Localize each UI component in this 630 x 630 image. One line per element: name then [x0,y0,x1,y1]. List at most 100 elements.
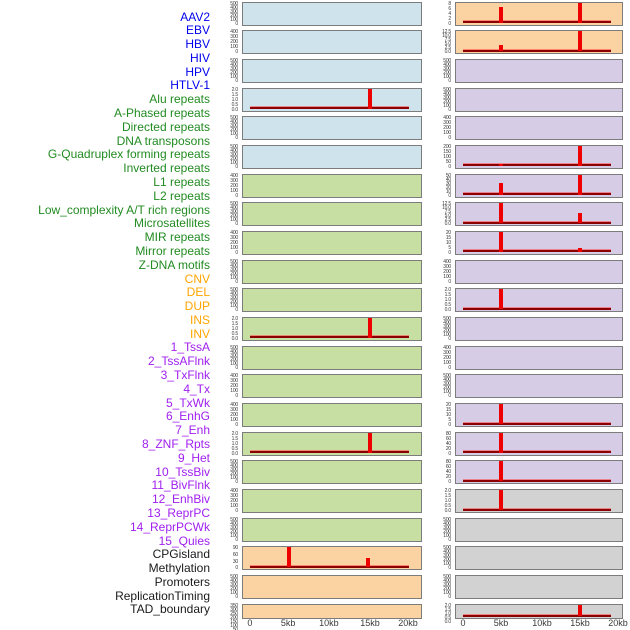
x-tick-15kb-right: 15kb [570,618,590,628]
y-tick-label: 100 [230,360,238,367]
spike-15kb-ins [577,2,582,23]
y-tick-label: 40 [445,176,451,183]
y-tick-label: 500 [443,574,451,581]
spike-15kb-5-txwk [577,174,582,195]
baseline-hiv [250,107,410,110]
row-label-8-znf-rpts: 8_ZNF_Rpts [141,436,210,451]
y-tick-label: 0.5 [444,614,452,621]
y-tick-label: 100 [230,244,238,251]
y-tick-label: 400 [230,29,238,36]
y-axis-ticks-15-quies: 80 60 40 20 0 [423,459,453,485]
y-tick-label: 1.0 [444,610,452,617]
y-tick-label: 100 [230,388,238,395]
spike-5kb-14-reprpcwk [499,432,504,453]
y-tick-label: 0 [448,393,451,400]
y-tick-label: 300 [230,352,238,359]
y-tick-label: 60 [445,464,451,471]
y-tick-label: 500 [230,115,238,122]
y-tick-label: 200 [230,356,238,363]
baseline-9-het [462,307,612,310]
row-label-12-enhbiv: 12_EnhBiv [151,492,210,507]
spike-15kb-4-tx [577,145,582,166]
y-tick-label: 400 [443,520,451,527]
y-tick-label: 100 [230,159,238,166]
y-axis-ticks-mir-repeats: 500 400 300 200 100 0 [210,460,240,486]
y-tick-label: 100 [443,331,451,338]
y-tick-label: 0 [448,450,451,457]
y-tick-label: 15 [445,234,451,241]
row-label-l1-repeats: L1 repeats [153,174,210,189]
row-label-methylation: Methylation [148,561,210,576]
y-tick-label: 200 [230,69,238,76]
y-tick-label: 200 [230,528,238,535]
row-label-htlv-1: HTLV-1 [170,78,210,93]
y-tick-label: 500 [230,574,238,581]
y-tick-label: 300 [230,407,238,414]
y-axis-ticks-promoters: 500 400 300 200 100 0 [423,546,453,572]
panel-z-dna-motifs [242,517,422,542]
y-tick-label: 2.5 [444,217,452,224]
y-tick-label: 1.0 [444,297,452,304]
baseline-6-enhg [462,221,612,224]
y-tick-label: 200 [443,327,451,334]
panel-dup [242,603,422,620]
y-tick-label: 400 [230,119,238,126]
y-tick-label: 100 [230,417,238,424]
y-tick-label: 0 [448,565,451,572]
y-tick-label: 2 [448,15,451,22]
panel-ebv [242,30,422,55]
row-label-13-reprpc: 13_ReprPC [147,505,210,520]
y-tick-label: 300 [230,8,238,15]
spike-15kb-tad-boundary [577,604,582,617]
y-tick-label: 400 [230,147,238,154]
y-tick-label: 400 [230,373,238,380]
panel-del [242,575,422,600]
y-tick-label: 100 [230,590,238,597]
y-tick-label: 300 [230,151,238,158]
y-tick-label: 500 [230,287,238,294]
y-tick-label: 0 [235,594,238,601]
y-tick-label: 80 [445,459,451,466]
y-tick-label: 2.0 [444,488,452,495]
y-tick-label: 100 [443,102,451,109]
panel-cpgisland [455,489,623,514]
panel-hiv [242,87,422,112]
baseline-ins [462,21,612,23]
y-tick-label: 100 [443,130,451,137]
y-tick-label: 0 [235,77,238,84]
y-tick-label: 0 [235,479,238,486]
y-tick-label: 60 [232,552,238,559]
y-tick-label: 0.0 [444,307,452,314]
y-tick-label: 0.5 [444,302,452,309]
y-tick-label: 100 [443,153,451,160]
baseline-cpgisland [462,508,612,511]
y-tick-label: 0 [448,335,451,342]
y-tick-label: 300 [443,553,451,560]
y-tick-label: 0 [448,249,451,256]
y-tick-label: 0 [448,422,451,429]
y-axis-ticks-cnv: 90 60 30 0 [210,546,240,571]
row-label-del: DEL [186,285,210,300]
y-axis-ticks-directed-repeats: 400 300 200 100 0 [210,230,240,255]
y-tick-label: 300 [443,65,451,72]
y-tick-label: 100 [230,622,238,629]
x-tick-20kb-right: 20kb [608,618,628,628]
y-tick-label: 2.5 [444,45,452,52]
y-tick-label: 200 [230,383,238,390]
baseline-inv [462,49,612,52]
y-tick-label: 1.5 [231,320,239,327]
y-axis-ticks-l2-repeats: 400 300 200 100 0 [210,373,240,399]
y-tick-label: 300 [230,209,238,216]
y-tick-label: 100 [443,532,451,539]
baseline-15-quies [462,479,612,482]
y-tick-label: 100 [230,131,238,138]
y-tick-label: 400 [230,61,238,68]
spike-5kb-5-txwk [499,182,504,195]
y-tick-label: 500 [230,344,238,351]
row-label-g-quadruplex-forming-repeats: G-Quadruplex forming repeats [47,147,210,162]
y-axis-ticks-11-bivflnk: 400 300 200 100 0 [423,345,453,370]
row-label-a-phased-repeats: A-Phased repeats [113,106,210,121]
panel-3-txflnk [455,116,623,141]
y-tick-label: 2.0 [231,86,239,93]
y-tick-label: 300 [443,349,451,356]
